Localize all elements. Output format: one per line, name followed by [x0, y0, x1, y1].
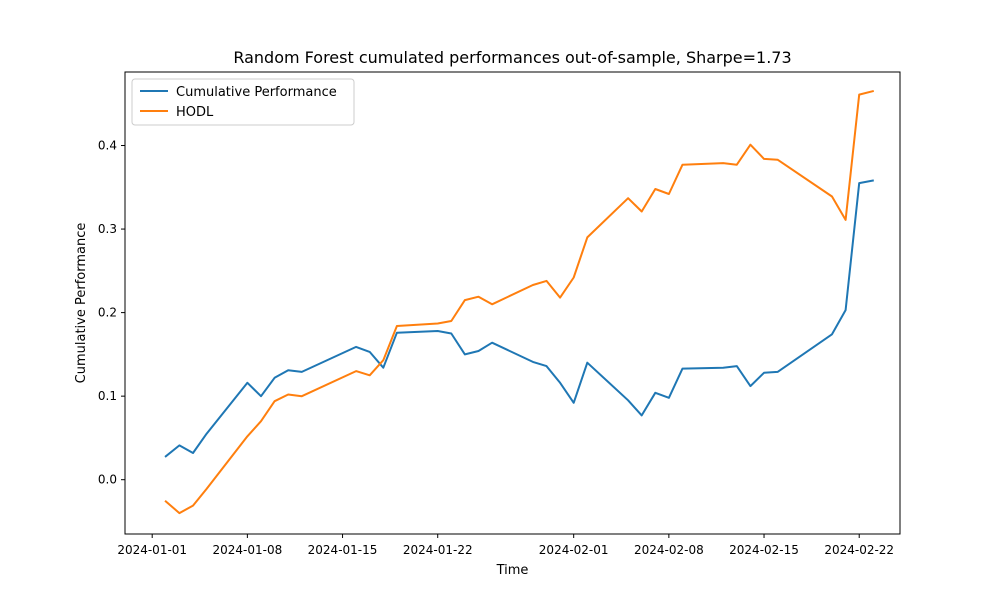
legend: Cumulative Performance HODL [131, 78, 355, 126]
legend-label-hodl: HODL [176, 105, 214, 120]
x-tick-label: 2024-01-08 [212, 543, 282, 557]
series-layer [164, 89, 875, 515]
chart-title: Random Forest cumulated performances out… [233, 48, 791, 67]
series-line-hodl [164, 89, 875, 515]
y-tick-label: 0.0 [98, 473, 117, 487]
x-tick-label: 2024-02-22 [824, 543, 894, 557]
legend-frame [131, 78, 355, 126]
x-tick-label: 2024-02-08 [634, 543, 704, 557]
x-tick-label: 2024-01-22 [403, 543, 473, 557]
plot-frame [124, 71, 901, 535]
x-tick-label: 2024-01-15 [308, 543, 378, 557]
y-tick-label: 0.4 [98, 139, 117, 153]
y-tick-label: 0.3 [98, 222, 117, 236]
x-tick-label: 2024-02-15 [729, 543, 799, 557]
y-tick-label: 0.2 [98, 306, 117, 320]
y-tick-label: 0.1 [98, 389, 117, 403]
legend-label-cumulative: Cumulative Performance [176, 85, 337, 100]
x-tick-label: 2024-02-01 [539, 543, 609, 557]
ticks: 2024-01-01 2024-01-08 2024-01-15 2024-01-22… [98, 139, 894, 557]
x-tick-label: 2024-01-01 [117, 543, 187, 557]
x-axis-label: Time [496, 563, 529, 578]
series-line-cumulative-performance [164, 179, 874, 458]
y-axis-label: Cumulative Performance [74, 223, 89, 384]
